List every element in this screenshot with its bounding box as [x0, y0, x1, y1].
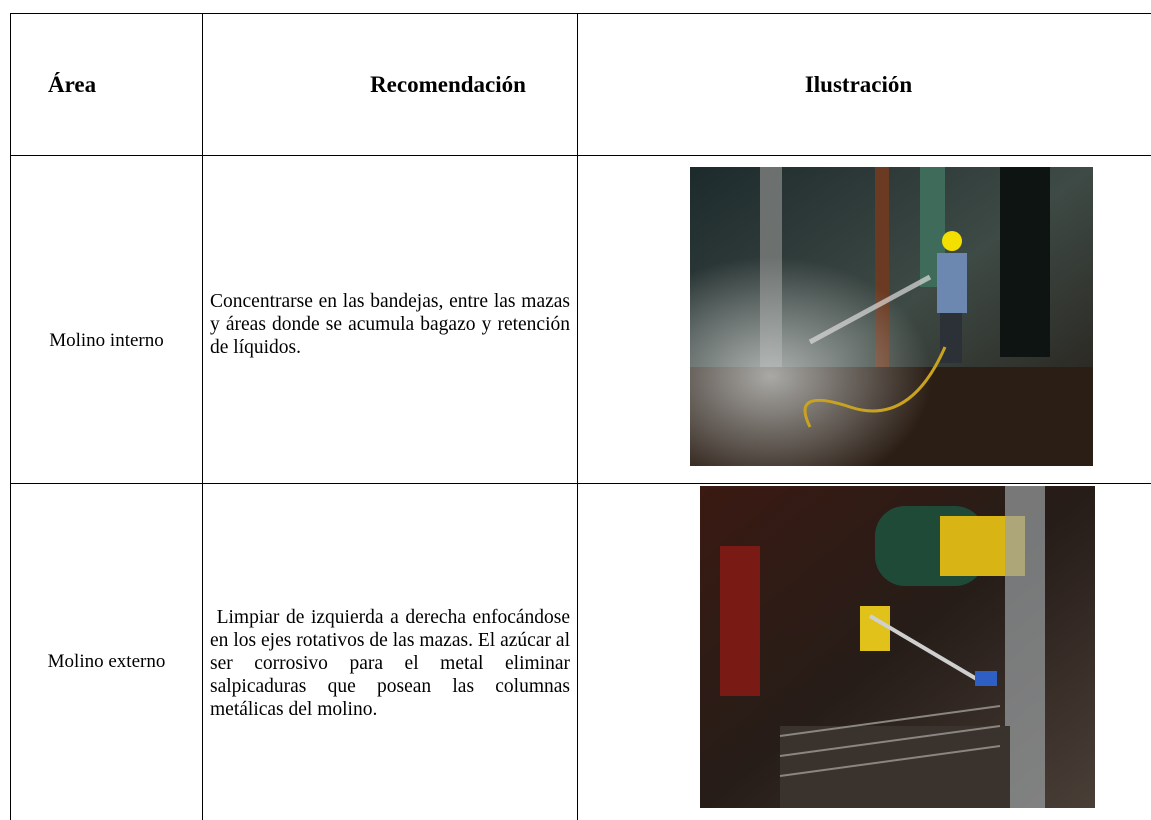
area-cell: Molino interno [49, 329, 164, 351]
border [10, 155, 1151, 156]
border [202, 13, 203, 820]
border [577, 13, 578, 820]
border [10, 13, 1151, 14]
recommendation-cell: Concentrarse en las bandejas, entre las … [210, 291, 575, 358]
photo [700, 486, 1095, 808]
header-cell: Ilustración [804, 71, 913, 97]
recommendation-cell: Limpiar de izquierda a derecha enfocándo… [210, 606, 575, 720]
area-cell: Molino externo [47, 651, 166, 672]
header-cell: Área [48, 71, 97, 97]
photo [690, 167, 1093, 466]
border [10, 483, 1151, 484]
header-cell: Recomendación [370, 71, 526, 97]
border [10, 13, 11, 820]
